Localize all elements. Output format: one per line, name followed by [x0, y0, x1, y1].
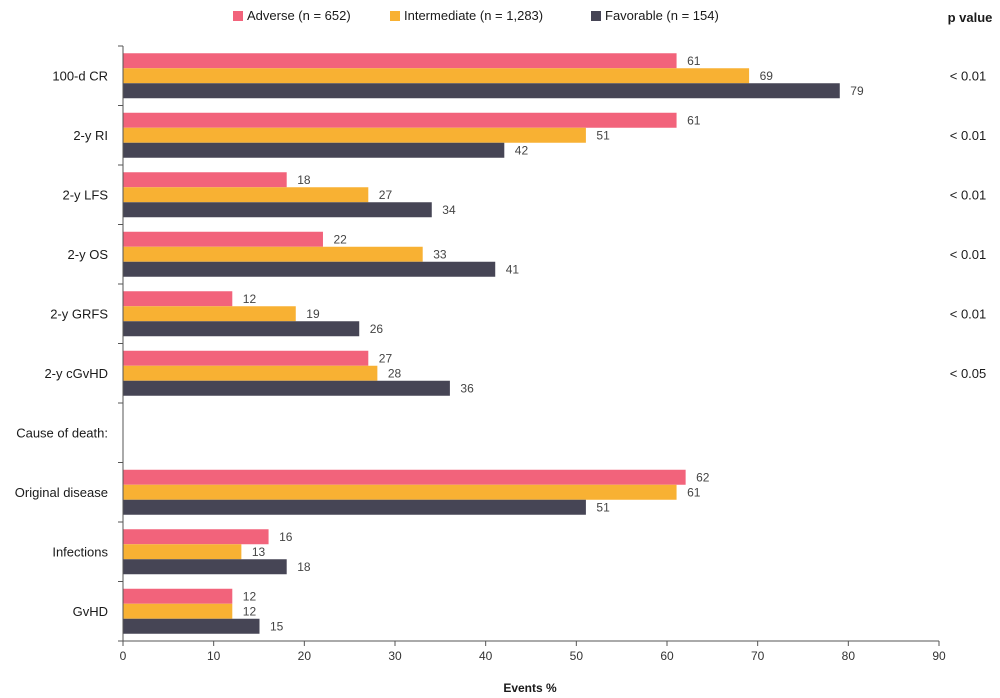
- bar-intermediate: [123, 127, 586, 143]
- data-label-favorable: 42: [515, 143, 529, 157]
- bar-intermediate: [123, 544, 242, 560]
- data-label-intermediate: 33: [433, 247, 447, 261]
- data-label-intermediate: 51: [596, 128, 610, 142]
- data-label-favorable: 34: [442, 203, 456, 217]
- bar-adverse: [123, 172, 287, 188]
- legend-label-intermediate: Intermediate (n = 1,283): [404, 8, 543, 23]
- data-label-adverse: 61: [687, 113, 701, 127]
- bar-favorable: [123, 499, 586, 515]
- data-label-adverse: 27: [379, 351, 393, 365]
- bar-adverse: [123, 53, 677, 69]
- data-label-favorable: 26: [370, 322, 384, 336]
- category-label: 2-y GRFS: [50, 306, 108, 321]
- x-tick-label: 90: [932, 649, 946, 663]
- bar-adverse: [123, 291, 233, 307]
- legend-swatch-intermediate: [390, 11, 400, 21]
- data-label-adverse: 22: [333, 232, 347, 246]
- data-label-intermediate: 69: [760, 69, 774, 83]
- data-label-favorable: 41: [506, 262, 520, 276]
- bar-adverse: [123, 350, 369, 366]
- x-tick-label: 40: [479, 649, 493, 663]
- x-tick-label: 80: [842, 649, 856, 663]
- data-label-favorable: 36: [460, 381, 474, 395]
- legend-label-favorable: Favorable (n = 154): [605, 8, 719, 23]
- category-label: 2-y OS: [68, 247, 109, 262]
- category-label: 2-y cGvHD: [44, 366, 108, 381]
- data-label-adverse: 61: [687, 54, 701, 68]
- bar-favorable: [123, 202, 432, 218]
- bar-favorable: [123, 261, 496, 277]
- x-tick-label: 70: [751, 649, 765, 663]
- x-tick-label: 0: [120, 649, 127, 663]
- data-label-intermediate: 28: [388, 366, 402, 380]
- legend-swatch-favorable: [591, 11, 601, 21]
- bar-adverse: [123, 588, 233, 604]
- pvalue-label: < 0.01: [950, 128, 987, 143]
- x-ticks: 0 10 20 30 40 50 60 70 80 90: [120, 641, 946, 663]
- data-label-favorable: 51: [596, 500, 610, 514]
- pvalue-label: < 0.01: [950, 306, 987, 321]
- pvalue-label: < 0.05: [950, 366, 987, 381]
- pvalue-label: < 0.01: [950, 247, 987, 262]
- bar-favorable: [123, 83, 840, 99]
- pvalue-label: < 0.01: [950, 187, 987, 202]
- bar-favorable: [123, 142, 505, 158]
- bar-intermediate: [123, 603, 233, 619]
- category-label: GvHD: [73, 604, 108, 619]
- bar-favorable: [123, 559, 287, 575]
- data-label-intermediate: 12: [243, 604, 257, 618]
- data-label-adverse: 12: [243, 589, 257, 603]
- x-tick-label: 20: [298, 649, 312, 663]
- category-label: 2-y RI: [73, 128, 108, 143]
- legend-swatch-adverse: [233, 11, 243, 21]
- bar-intermediate: [123, 68, 750, 84]
- plot-area: 100-d CR 61 69 79 < 0.01 2-y RI 61 51 42 < 0.01 2-…: [15, 45, 987, 642]
- bar-adverse: [123, 529, 269, 545]
- data-label-adverse: 18: [297, 173, 311, 187]
- x-tick-label: 60: [660, 649, 674, 663]
- legend-label-adverse: Adverse (n = 652): [247, 8, 351, 23]
- bar-favorable: [123, 380, 450, 396]
- category-label: Original disease: [15, 485, 108, 500]
- bar-adverse: [123, 231, 323, 247]
- category-label: Infections: [52, 544, 108, 559]
- data-label-adverse: 62: [696, 470, 710, 484]
- data-label-favorable: 79: [850, 84, 864, 98]
- bar-intermediate: [123, 306, 296, 322]
- bar-intermediate: [123, 365, 378, 381]
- data-label-adverse: 16: [279, 530, 293, 544]
- legend: Adverse (n = 652) Intermediate (n = 1,283…: [233, 8, 719, 23]
- data-label-favorable: 18: [297, 560, 311, 574]
- bar-favorable: [123, 618, 260, 634]
- x-tick-label: 30: [388, 649, 402, 663]
- category-label: 2-y LFS: [62, 187, 108, 202]
- data-label-intermediate: 19: [306, 307, 320, 321]
- data-label-intermediate: 61: [687, 485, 701, 499]
- bar-intermediate: [123, 246, 423, 262]
- data-label-intermediate: 13: [252, 545, 266, 559]
- data-label-favorable: 15: [270, 619, 284, 633]
- pvalue-label: < 0.01: [950, 68, 987, 83]
- x-axis-title: Events %: [503, 681, 557, 695]
- bar-adverse: [123, 112, 677, 128]
- pvalue-header: p value: [948, 10, 993, 25]
- bar-intermediate: [123, 484, 677, 500]
- x-tick-label: 50: [570, 649, 584, 663]
- bar-intermediate: [123, 187, 369, 203]
- category-label: 100-d CR: [52, 68, 108, 83]
- data-label-adverse: 12: [243, 292, 257, 306]
- bar-favorable: [123, 321, 360, 337]
- bar-adverse: [123, 469, 686, 485]
- x-tick-label: 10: [207, 649, 221, 663]
- data-label-intermediate: 27: [379, 188, 393, 202]
- category-label: Cause of death:: [16, 425, 108, 440]
